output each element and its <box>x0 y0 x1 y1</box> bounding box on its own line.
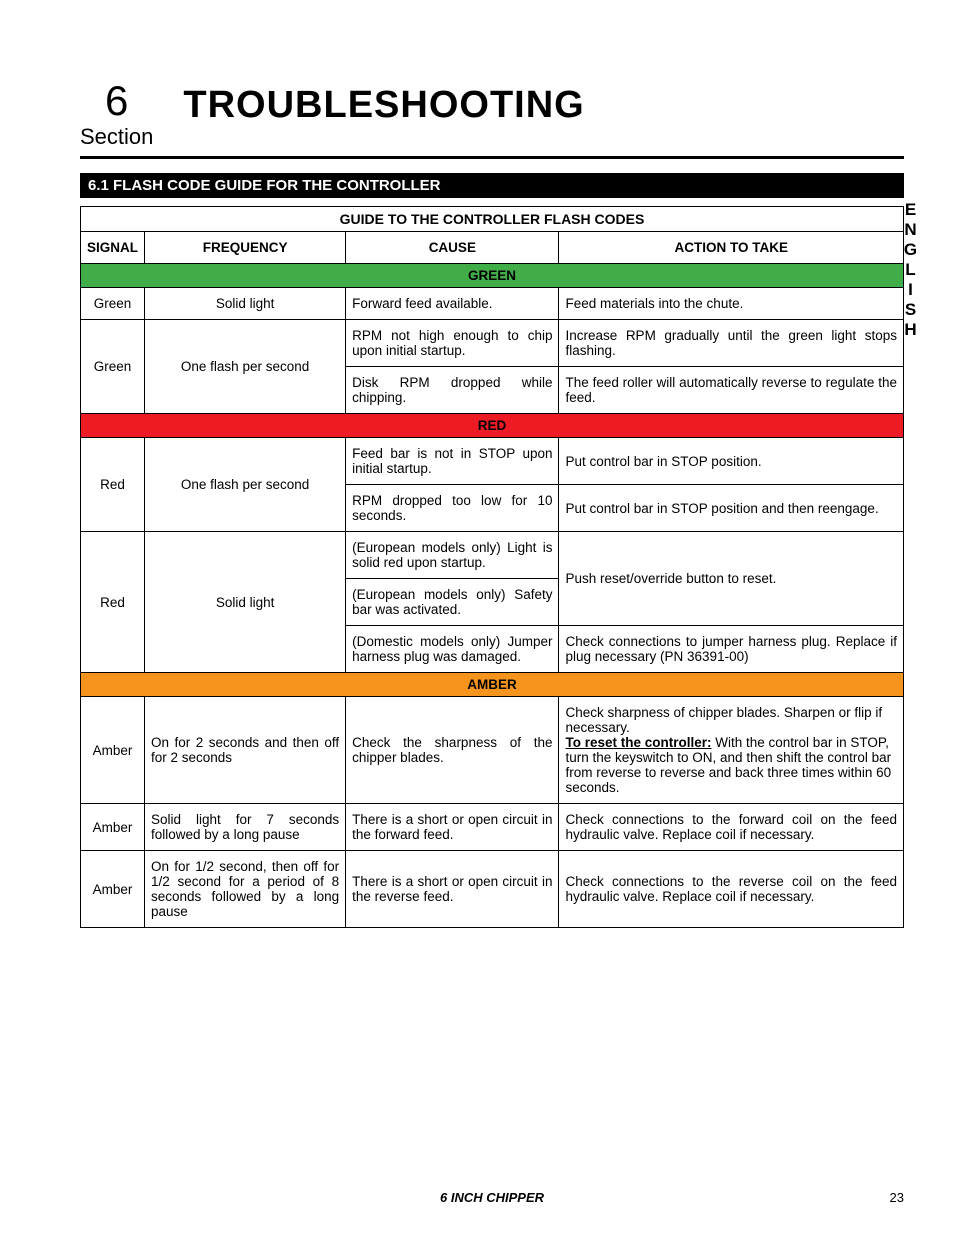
page-title: TROUBLESHOOTING <box>183 84 584 127</box>
cell-action: Push reset/override button to reset. <box>559 532 904 626</box>
cell-action: Put control bar in STOP position and the… <box>559 485 904 532</box>
table-row: Red One flash per second Feed bar is not… <box>81 438 904 485</box>
cell-frequency: Solid light <box>145 288 346 320</box>
cell-cause: RPM dropped too low for 10 seconds. <box>346 485 559 532</box>
flash-code-table: GUIDE TO THE CONTROLLER FLASH CODES SIGN… <box>80 206 904 928</box>
band-row-amber: AMBER <box>81 673 904 697</box>
cell-signal: Red <box>81 438 145 532</box>
cell-frequency: One flash per second <box>145 438 346 532</box>
table-header-row: SIGNAL FREQUENCY CAUSE ACTION TO TAKE <box>81 232 904 264</box>
col-header-frequency: FREQUENCY <box>145 232 346 264</box>
table-row: Green Solid light Forward feed available… <box>81 288 904 320</box>
cell-cause: Check the sharpness of the chipper blade… <box>346 697 559 804</box>
section-number-block: 6 Section <box>80 80 153 150</box>
cell-action: Feed materials into the chute. <box>559 288 904 320</box>
cell-action: The feed roller will automatically rever… <box>559 367 904 414</box>
table-caption: GUIDE TO THE CONTROLLER FLASH CODES <box>80 206 904 231</box>
cell-signal: Green <box>81 288 145 320</box>
cell-signal: Amber <box>81 697 145 804</box>
col-header-cause: CAUSE <box>346 232 559 264</box>
cell-signal: Green <box>81 320 145 414</box>
cell-frequency: Solid light for 7 seconds followed by a … <box>145 804 346 851</box>
cell-cause: (Domestic models only) Jumper harness pl… <box>346 626 559 673</box>
band-label-green: GREEN <box>81 264 904 288</box>
col-header-signal: SIGNAL <box>81 232 145 264</box>
band-row-green: GREEN <box>81 264 904 288</box>
cell-cause: Disk RPM dropped while chipping. <box>346 367 559 414</box>
cell-signal: Red <box>81 532 145 673</box>
cell-frequency: Solid light <box>145 532 346 673</box>
page-header: 6 Section TROUBLESHOOTING <box>80 80 904 150</box>
header-rule <box>80 156 904 159</box>
band-label-red: RED <box>81 414 904 438</box>
band-row-red: RED <box>81 414 904 438</box>
cell-action: Put control bar in STOP position. <box>559 438 904 485</box>
footer-doc-title: 6 INCH CHIPPER <box>120 1190 864 1205</box>
table-row: Green One flash per second RPM not high … <box>81 320 904 367</box>
action-text-underline: To reset the controller: <box>565 735 711 750</box>
cell-cause: There is a short or open circuit in the … <box>346 804 559 851</box>
cell-cause: RPM not high enough to chip upon initial… <box>346 320 559 367</box>
cell-cause: (European models only) Safety bar was ac… <box>346 579 559 626</box>
cell-cause: Forward feed available. <box>346 288 559 320</box>
section-number: 6 <box>80 80 153 122</box>
table-row: Amber On for 1/2 second, then off for 1/… <box>81 851 904 928</box>
cell-signal: Amber <box>81 804 145 851</box>
cell-action: Check connections to the reverse coil on… <box>559 851 904 928</box>
subsection-heading: 6.1 FLASH CODE GUIDE FOR THE CONTROLLER <box>80 173 904 198</box>
cell-action: Check connections to the forward coil on… <box>559 804 904 851</box>
action-text-pre: Check sharpness of chipper blades. Sharp… <box>565 705 882 735</box>
section-label: Section <box>80 124 153 150</box>
table-row: Amber Solid light for 7 seconds followed… <box>81 804 904 851</box>
cell-frequency: On for 1/2 second, then off for 1/2 seco… <box>145 851 346 928</box>
cell-frequency: On for 2 seconds and then off for 2 seco… <box>145 697 346 804</box>
cell-action: Check connections to jumper harness plug… <box>559 626 904 673</box>
cell-action: Check sharpness of chipper blades. Sharp… <box>559 697 904 804</box>
cell-signal: Amber <box>81 851 145 928</box>
cell-cause: Feed bar is not in STOP upon initial sta… <box>346 438 559 485</box>
language-side-label: ENGLISH <box>900 200 920 340</box>
page-footer: 6 INCH CHIPPER 23 <box>80 1190 904 1205</box>
cell-cause: There is a short or open circuit in the … <box>346 851 559 928</box>
table-row: Red Solid light (European models only) L… <box>81 532 904 579</box>
footer-page-number: 23 <box>864 1190 904 1205</box>
band-label-amber: AMBER <box>81 673 904 697</box>
cell-frequency: One flash per second <box>145 320 346 414</box>
cell-cause: (European models only) Light is solid re… <box>346 532 559 579</box>
col-header-action: ACTION TO TAKE <box>559 232 904 264</box>
table-row: Amber On for 2 seconds and then off for … <box>81 697 904 804</box>
cell-action: Increase RPM gradually until the green l… <box>559 320 904 367</box>
